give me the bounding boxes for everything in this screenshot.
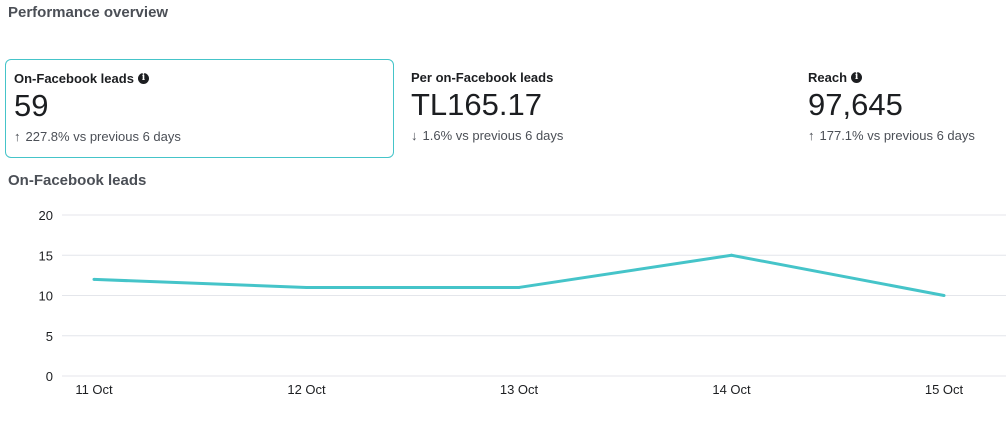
arrow-up-icon: ↑: [14, 129, 21, 144]
metric-label: On-Facebook leads: [14, 70, 134, 86]
metric-delta: 177.1% vs previous 6 days: [819, 128, 975, 143]
metric-value: 97,645: [808, 87, 903, 122]
data-point[interactable]: [92, 277, 96, 281]
x-tick-label: 12 Oct: [287, 382, 326, 397]
data-point[interactable]: [730, 253, 733, 257]
metric-label: Per on-Facebook leads: [411, 69, 554, 85]
series-line: [93, 253, 945, 297]
metric-card-per-on-facebook-leads[interactable]: Per on-Facebook leads TL165.17 ↓ 1.6% vs…: [403, 59, 703, 158]
arrow-up-icon: ↑: [808, 128, 815, 143]
metric-delta: 227.8% vs previous 6 days: [25, 129, 181, 144]
data-point[interactable]: [942, 294, 946, 297]
y-tick-label: 0: [46, 369, 53, 384]
y-tick-label: 10: [39, 289, 53, 304]
y-tick-label: 5: [46, 329, 53, 344]
metric-delta: 1.6% vs previous 6 days: [422, 128, 564, 143]
metric-value: 59: [14, 88, 49, 123]
x-tick-label: 11 Oct: [75, 382, 113, 397]
arrow-down-icon: ↓: [411, 128, 418, 143]
y-tick-label: 20: [39, 208, 53, 223]
metric-label: Reach: [808, 69, 848, 85]
data-point[interactable]: [517, 285, 521, 289]
info-icon[interactable]: i: [851, 71, 863, 83]
metric-card-reach[interactable]: Reach i 97,645 ↑ 177.1% vs previous 6 da…: [800, 59, 1004, 158]
info-icon[interactable]: i: [137, 72, 149, 84]
x-tick-label: 14 Oct: [712, 382, 751, 397]
y-tick-label: 15: [39, 248, 53, 263]
data-point[interactable]: [305, 285, 308, 289]
x-tick-label: 15 Oct: [925, 382, 964, 397]
metric-card-on-facebook-leads[interactable]: On-Facebook leads i 59 ↑ 227.8% vs previ…: [5, 59, 394, 158]
metric-value: TL165.17: [411, 87, 542, 122]
chart-title: On-Facebook leads: [8, 172, 147, 189]
page-title: Performance overview: [8, 4, 169, 21]
x-tick-label: 13 Oct: [500, 382, 539, 397]
line-chart: 0 5 10 15 20 11 Oct 12 Oct 13 Oct 14 Oct 15 Oct: [39, 208, 1006, 397]
